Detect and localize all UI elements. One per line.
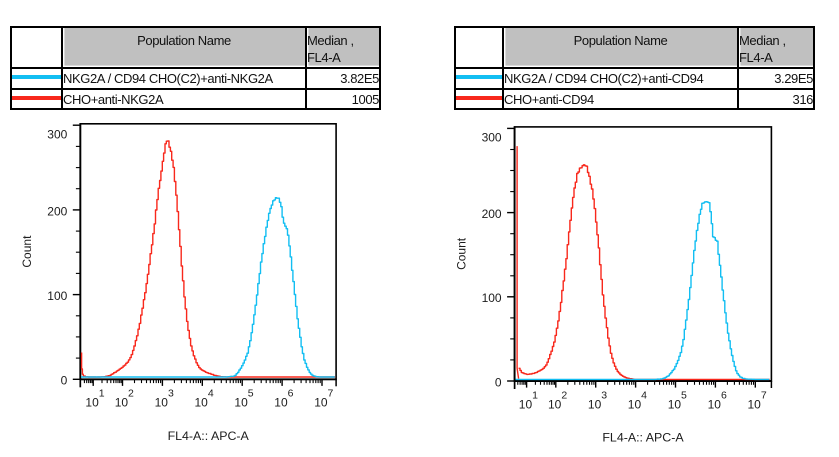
svg-text:107: 107	[314, 388, 333, 410]
svg-text:105: 105	[668, 389, 687, 411]
svg-text:0: 0	[495, 375, 502, 389]
svg-text:103: 103	[155, 388, 174, 410]
svg-text:102: 102	[115, 388, 134, 410]
svg-text:200: 200	[482, 207, 502, 221]
svg-text:103: 103	[588, 389, 607, 411]
svg-text:106: 106	[274, 388, 293, 410]
svg-text:101: 101	[519, 389, 538, 411]
svg-text:107: 107	[748, 389, 767, 411]
svg-text:102: 102	[548, 389, 567, 411]
svg-text:FL4-A:: APC-A: FL4-A:: APC-A	[602, 431, 684, 445]
svg-text:200: 200	[47, 204, 67, 218]
svg-text:104: 104	[195, 388, 214, 410]
svg-text:105: 105	[234, 388, 253, 410]
svg-text:104: 104	[628, 389, 647, 411]
svg-text:0: 0	[61, 374, 68, 388]
svg-text:Count: Count	[454, 237, 468, 270]
svg-text:101: 101	[85, 388, 104, 410]
svg-text:FL4-A:: APC-A: FL4-A:: APC-A	[168, 429, 250, 443]
svg-text:Count: Count	[20, 235, 34, 268]
svg-text:100: 100	[482, 291, 502, 305]
svg-text:100: 100	[47, 289, 67, 303]
svg-text:300: 300	[482, 131, 502, 145]
svg-text:106: 106	[708, 389, 727, 411]
svg-text:300: 300	[47, 128, 67, 142]
